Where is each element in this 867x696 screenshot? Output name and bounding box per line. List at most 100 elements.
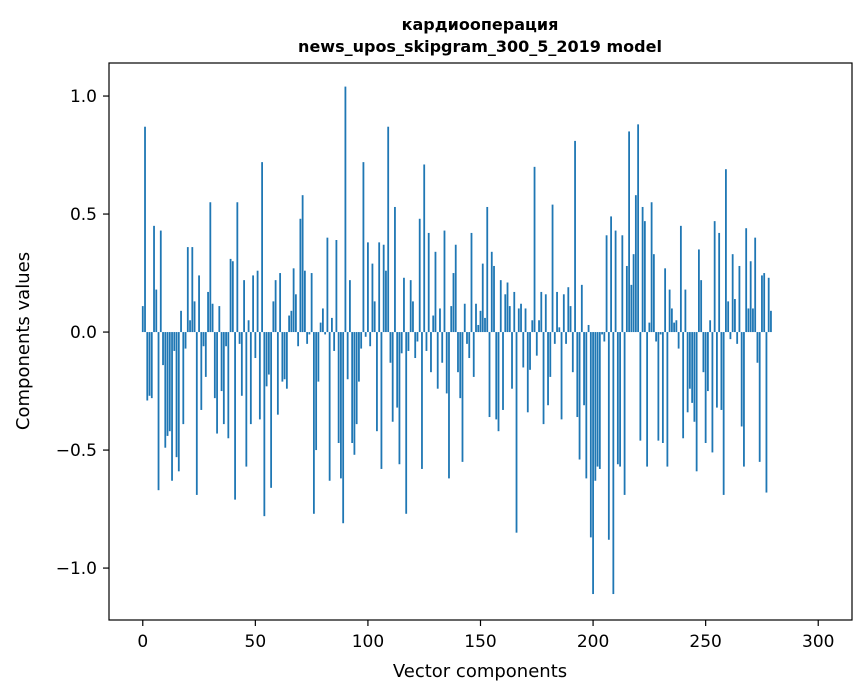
bar	[729, 332, 732, 340]
bar	[421, 332, 423, 469]
bar	[513, 291, 516, 333]
bar	[587, 324, 590, 333]
bar	[463, 303, 466, 333]
bar	[459, 332, 462, 399]
bar	[414, 332, 417, 359]
bar	[236, 202, 239, 333]
bar	[159, 230, 162, 333]
bar	[754, 237, 757, 333]
bar	[515, 332, 518, 533]
bar	[693, 332, 696, 422]
bar	[668, 289, 671, 333]
bar	[387, 126, 390, 333]
bar	[331, 317, 333, 333]
bar	[745, 228, 748, 333]
x-tick-label: 250	[689, 632, 721, 652]
bar	[652, 254, 655, 333]
bar	[673, 322, 676, 333]
bar	[358, 332, 360, 382]
bar	[641, 206, 644, 333]
bar	[378, 242, 381, 333]
bar	[702, 332, 705, 373]
bar	[612, 332, 615, 595]
bar	[146, 332, 149, 401]
bar	[565, 332, 567, 344]
bar	[249, 332, 252, 425]
bar	[488, 332, 491, 418]
bar	[434, 251, 437, 333]
y-axis-ticks: 1.0 0.5 0.0 −0.5 −1.0	[56, 87, 109, 579]
bar	[576, 332, 579, 418]
bar	[346, 332, 349, 380]
bar	[659, 332, 662, 335]
bar	[472, 332, 475, 377]
bar	[621, 235, 624, 333]
bar	[688, 332, 691, 389]
bar	[484, 317, 486, 333]
bar	[439, 308, 441, 333]
bar	[707, 332, 709, 392]
bar	[299, 218, 302, 333]
bar	[389, 332, 392, 363]
y-tick-label: 0.5	[70, 205, 97, 225]
bar	[637, 124, 640, 333]
bar	[531, 320, 534, 333]
bar	[547, 332, 549, 406]
bar	[461, 332, 464, 462]
bar	[763, 273, 766, 333]
bar	[231, 261, 234, 333]
bar	[238, 332, 241, 344]
bar	[150, 332, 153, 399]
bar	[355, 332, 358, 425]
bar	[326, 237, 329, 333]
x-axis-ticks: 0 50 100 150 200 250 300	[137, 620, 834, 652]
bar	[544, 294, 547, 333]
bar	[486, 206, 489, 333]
bar	[398, 332, 401, 465]
bar	[324, 332, 327, 335]
bar	[614, 230, 617, 333]
bar	[306, 332, 309, 344]
bar	[400, 332, 403, 354]
bar	[704, 332, 707, 443]
bar	[195, 332, 198, 495]
bar	[430, 332, 432, 373]
bar	[162, 332, 164, 366]
bar	[517, 308, 520, 333]
bar	[607, 332, 610, 540]
bar	[549, 332, 552, 377]
bar	[283, 332, 286, 380]
bar	[240, 332, 243, 396]
bar	[193, 301, 196, 333]
bar	[407, 332, 410, 351]
bar	[443, 230, 446, 333]
bar	[173, 332, 176, 351]
bar	[200, 332, 203, 410]
bar	[720, 332, 723, 410]
bar	[623, 332, 626, 495]
bar	[337, 332, 340, 443]
bar	[186, 247, 189, 333]
bar	[425, 332, 428, 351]
bar	[610, 216, 612, 333]
bar	[718, 232, 721, 333]
bar	[749, 261, 752, 333]
bar	[497, 332, 500, 432]
bar	[177, 332, 180, 472]
bar	[342, 332, 345, 524]
bar	[551, 204, 554, 333]
bar	[405, 332, 408, 514]
bar	[288, 315, 291, 333]
bar	[308, 332, 311, 335]
bar	[695, 332, 698, 472]
bar	[367, 242, 369, 333]
bar	[670, 308, 673, 333]
bar	[416, 332, 419, 342]
bar	[312, 332, 315, 514]
bar	[153, 225, 155, 333]
bar	[632, 254, 635, 333]
bar	[506, 282, 509, 333]
bar	[265, 332, 268, 387]
bar	[171, 332, 173, 481]
bar	[529, 332, 531, 370]
